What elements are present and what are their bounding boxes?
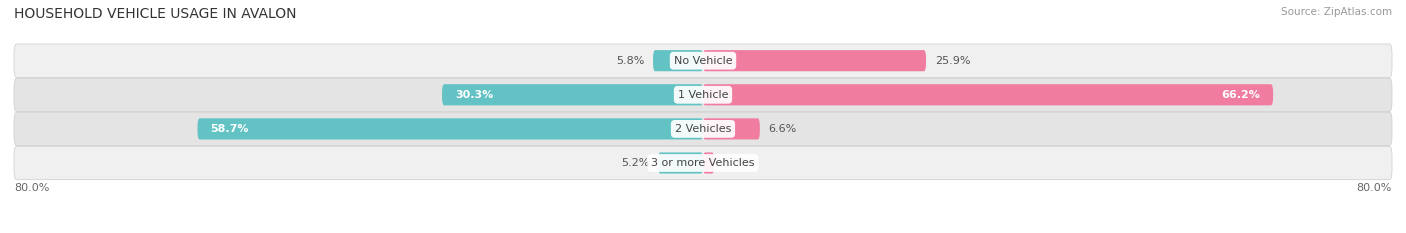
Text: 58.7%: 58.7% xyxy=(211,124,249,134)
FancyBboxPatch shape xyxy=(441,84,703,105)
Text: 3 or more Vehicles: 3 or more Vehicles xyxy=(651,158,755,168)
FancyBboxPatch shape xyxy=(14,146,1392,180)
Text: 6.6%: 6.6% xyxy=(769,124,797,134)
Text: 2 Vehicles: 2 Vehicles xyxy=(675,124,731,134)
Text: 5.8%: 5.8% xyxy=(616,56,644,66)
FancyBboxPatch shape xyxy=(14,78,1392,112)
FancyBboxPatch shape xyxy=(652,50,703,71)
FancyBboxPatch shape xyxy=(14,112,1392,146)
Text: 80.0%: 80.0% xyxy=(14,183,49,193)
FancyBboxPatch shape xyxy=(703,152,714,174)
Text: HOUSEHOLD VEHICLE USAGE IN AVALON: HOUSEHOLD VEHICLE USAGE IN AVALON xyxy=(14,7,297,21)
Text: No Vehicle: No Vehicle xyxy=(673,56,733,66)
FancyBboxPatch shape xyxy=(658,152,703,174)
FancyBboxPatch shape xyxy=(197,118,703,140)
Text: Source: ZipAtlas.com: Source: ZipAtlas.com xyxy=(1281,7,1392,17)
Text: 5.2%: 5.2% xyxy=(621,158,650,168)
FancyBboxPatch shape xyxy=(703,50,927,71)
FancyBboxPatch shape xyxy=(14,44,1392,77)
Text: 25.9%: 25.9% xyxy=(935,56,970,66)
Text: 1.3%: 1.3% xyxy=(723,158,751,168)
Text: 1 Vehicle: 1 Vehicle xyxy=(678,90,728,100)
FancyBboxPatch shape xyxy=(703,84,1272,105)
Text: 66.2%: 66.2% xyxy=(1222,90,1260,100)
Text: 80.0%: 80.0% xyxy=(1357,183,1392,193)
FancyBboxPatch shape xyxy=(703,118,759,140)
Legend: Owner-occupied, Renter-occupied: Owner-occupied, Renter-occupied xyxy=(583,230,823,233)
Text: 30.3%: 30.3% xyxy=(456,90,494,100)
